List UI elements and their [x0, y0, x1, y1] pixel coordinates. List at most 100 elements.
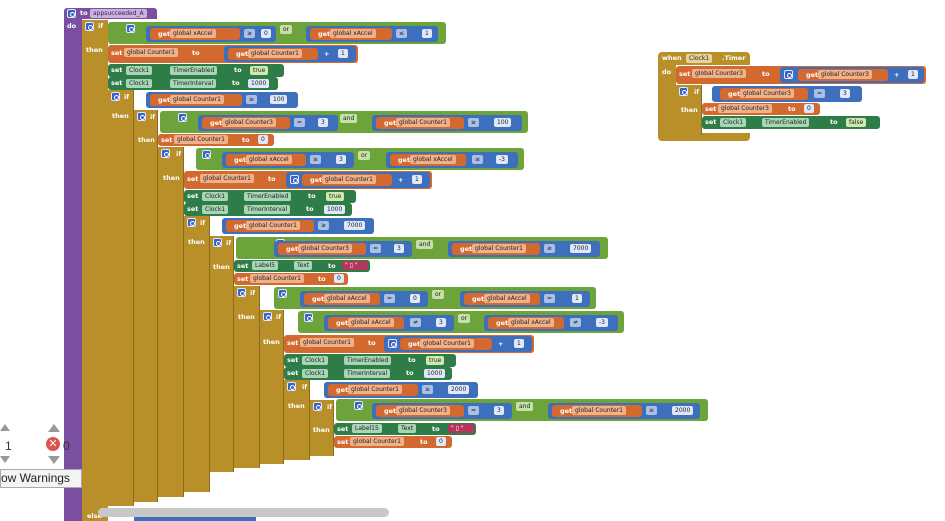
op-dropdown[interactable]: ≥ — [422, 385, 434, 394]
variable-dropdown[interactable]: global Counter3 — [718, 104, 772, 113]
property-dropdown[interactable]: TimerEnabled — [170, 66, 218, 75]
variable-dropdown[interactable]: global Counter1 — [248, 49, 302, 58]
logic-gear-icon[interactable] — [354, 401, 363, 410]
variable-dropdown[interactable]: global xAccel — [410, 155, 456, 164]
component-dropdown[interactable]: Clock1 — [302, 356, 329, 365]
get-counter1-block[interactable]: get global Counter1 — [226, 220, 314, 232]
component-dropdown[interactable]: Clock1 — [686, 54, 713, 63]
variable-dropdown[interactable]: global Counter1 — [124, 48, 178, 57]
property-dropdown[interactable]: Text — [398, 424, 417, 433]
variable-dropdown[interactable]: global Counter3 — [222, 118, 276, 127]
number-field[interactable]: 3 — [494, 406, 504, 415]
get-counter3-block[interactable]: get global Counter3 — [720, 88, 808, 100]
else-get-xaccel-block[interactable] — [134, 513, 256, 521]
number-field[interactable]: 7000 — [570, 244, 592, 253]
set-counter1-block[interactable]: set global Counter1 to 0 — [334, 436, 452, 448]
number-field[interactable]: 1000 — [324, 205, 346, 214]
number-field[interactable]: 1 — [422, 29, 432, 38]
op-dropdown[interactable]: ≥ — [244, 29, 256, 38]
number-field[interactable]: 1 — [412, 175, 422, 184]
get-xaccel-block[interactable]: get global xAccel — [390, 154, 466, 166]
number-field[interactable]: 0 — [804, 104, 814, 113]
number-field[interactable]: 3 — [394, 244, 404, 253]
boolean-dropdown[interactable]: true — [326, 192, 345, 201]
set-clock-interval-block[interactable]: set Clock1 TimerInterval to 1000 — [108, 77, 278, 90]
math-gear-icon[interactable] — [290, 175, 299, 184]
get-xaccel-block[interactable]: get global xAccel — [150, 28, 240, 40]
op-dropdown[interactable]: = — [294, 118, 306, 127]
get-xaccel-block[interactable]: get global xAccel — [304, 293, 380, 305]
variable-dropdown[interactable]: global Counter1 — [396, 118, 450, 127]
get-counter3-block[interactable]: get global Counter3 — [376, 405, 464, 417]
variable-dropdown[interactable]: global Counter1 — [348, 385, 402, 394]
op-dropdown[interactable]: = — [544, 294, 556, 303]
number-field[interactable]: 0 — [334, 274, 344, 283]
procedure-header[interactable]: to appsucceeded_A — [64, 8, 157, 19]
op-dropdown[interactable]: ≠ — [570, 318, 582, 327]
or-dropdown[interactable]: or — [358, 151, 371, 160]
number-field[interactable]: 1 — [908, 70, 918, 79]
mutator-gear-icon[interactable] — [67, 9, 76, 18]
component-dropdown[interactable]: Clock1 — [720, 118, 747, 127]
variable-dropdown[interactable]: global Counter1 — [174, 135, 228, 144]
variable-dropdown[interactable]: global Counter3 — [298, 244, 352, 253]
set-counter1-block[interactable]: set global Counter1 to 0 — [158, 134, 274, 146]
if-block-6[interactable] — [210, 236, 234, 472]
horizontal-scrollbar[interactable] — [98, 508, 389, 517]
variable-dropdown[interactable]: global Counter1 — [350, 437, 404, 446]
variable-dropdown[interactable]: global xAccel — [330, 29, 376, 38]
number-field[interactable]: 3 — [840, 89, 850, 98]
variable-dropdown[interactable]: global xAccel — [324, 294, 370, 303]
number-field[interactable]: 0 — [410, 294, 420, 303]
number-field[interactable]: 100 — [270, 95, 288, 104]
if-block-9[interactable] — [284, 380, 310, 460]
warning-up-arrow-icon[interactable] — [0, 424, 10, 431]
if-block-1[interactable] — [82, 20, 108, 521]
op-dropdown[interactable]: ≥ — [310, 155, 322, 164]
op-dropdown[interactable]: ≤ — [472, 155, 484, 164]
math-gear-icon[interactable] — [784, 70, 793, 79]
and-dropdown[interactable]: and — [340, 114, 358, 123]
property-dropdown[interactable]: TimerEnabled — [762, 118, 810, 127]
variable-dropdown[interactable]: global Counter3 — [818, 70, 872, 79]
variable-dropdown[interactable]: global Counter1 — [250, 274, 304, 283]
procedure-name-field[interactable]: appsucceeded_A — [90, 9, 147, 18]
variable-dropdown[interactable]: global Counter1 — [246, 221, 300, 230]
number-field[interactable]: 2000 — [672, 406, 694, 415]
or-dropdown[interactable]: or — [432, 290, 445, 299]
get-counter1-block[interactable]: get global Counter1 — [552, 405, 642, 417]
op-dropdown[interactable]: ≥ — [544, 244, 556, 253]
variable-dropdown[interactable]: global Counter1 — [420, 339, 474, 348]
variable-dropdown[interactable]: global xAccel — [484, 294, 530, 303]
number-field[interactable]: 100 — [494, 118, 512, 127]
logic-gear-icon[interactable] — [202, 150, 211, 159]
property-dropdown[interactable]: TimerInterval — [344, 369, 391, 378]
show-warnings-button[interactable]: ow Warnings — [0, 469, 82, 488]
text-string-block[interactable]: " ▯ " — [448, 424, 474, 433]
get-xaccel-block[interactable]: get global xAccel — [328, 317, 404, 329]
property-dropdown[interactable]: TimerEnabled — [344, 356, 392, 365]
get-xaccel-block[interactable]: get global xAccel — [488, 317, 564, 329]
get-counter3-block[interactable]: get global Counter3 — [202, 117, 290, 129]
number-field[interactable]: 2000 — [448, 385, 470, 394]
and-dropdown[interactable]: and — [416, 240, 434, 249]
number-field[interactable]: 0 — [258, 135, 268, 144]
number-field[interactable]: -3 — [496, 155, 508, 164]
number-field[interactable]: 1000 — [424, 369, 446, 378]
if-mutator-icon[interactable] — [263, 312, 272, 321]
if-mutator-icon[interactable] — [287, 382, 296, 391]
op-dropdown[interactable]: ≥ — [646, 406, 658, 415]
logic-gear-icon[interactable] — [178, 113, 187, 122]
variable-dropdown[interactable]: global xAccel — [170, 29, 216, 38]
op-dropdown[interactable]: ≤ — [396, 29, 408, 38]
math-gear-icon[interactable] — [388, 339, 397, 348]
logic-gear-icon[interactable] — [278, 289, 287, 298]
get-counter1-block[interactable]: get global Counter1 — [150, 94, 242, 106]
set-counter3-block[interactable]: set global Counter3 to 0 — [702, 103, 820, 115]
number-field[interactable]: 0 — [436, 437, 446, 446]
set-clock-enabled-block[interactable]: set Clock1 TimerEnabled to false — [702, 116, 880, 129]
variable-dropdown[interactable]: global xAccel — [246, 155, 292, 164]
get-counter3-block[interactable]: get global Counter3 — [798, 69, 888, 81]
op-dropdown[interactable]: ≥ — [468, 118, 480, 127]
